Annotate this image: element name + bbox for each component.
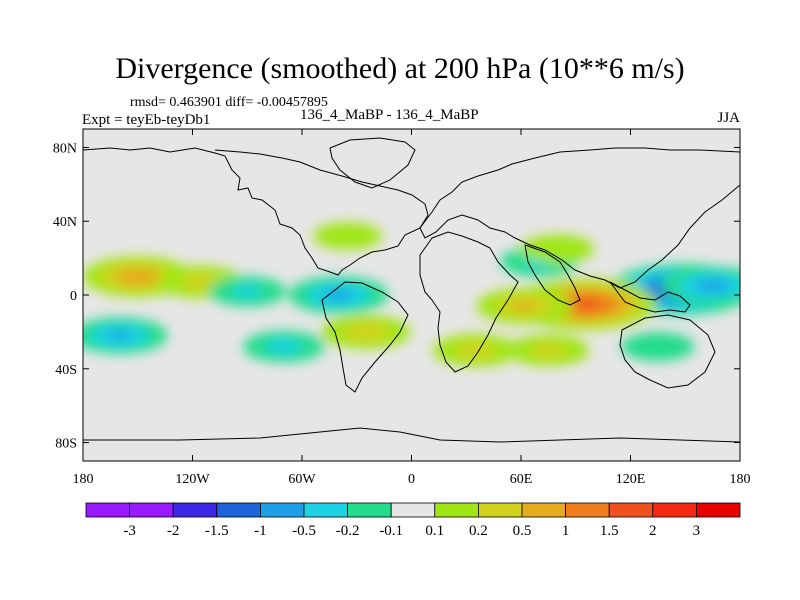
colorbar-label-1: -2 [167,523,180,539]
field-level-south-atlantic-divergence-2 [341,322,390,342]
x-tick-label-3: 0 [408,472,415,487]
colorbar-label-11: 1.5 [600,523,619,539]
field-level-west-pacific-convergence-2-3 [694,279,731,293]
colorbar-cell-9 [477,502,523,518]
field-level-southern-indian-divergence-2 [530,343,567,358]
colorbar-label-13: 3 [693,523,701,539]
field-level-north-asia-divergence-1 [527,237,588,261]
colorbar-label-5: -0.2 [336,523,360,539]
coastline-india [524,244,581,306]
coastline-antarctica [83,427,740,443]
field-level-pacific-convergence-band-2 [232,285,263,298]
colorbar-cell-14 [696,502,741,518]
coastline-north-america [83,147,429,276]
colorbar-cell-4 [259,502,305,518]
colorbar-label-2: -1.5 [205,523,229,539]
y-axis: 80N 40N 0 40S 80S [53,141,740,452]
x-tick-label-4: 60E [510,472,533,487]
colorbar-cell-5 [303,502,348,518]
colorbar-label-10: 1 [562,523,570,539]
coastline-africa [419,231,519,373]
y-tick-label-2: 0 [70,289,77,304]
coastline-southeast-asia [609,281,691,313]
colorbar-cell-13 [652,502,697,518]
colorbar-label-12: 2 [649,523,657,539]
colorbar-label-7: 0.1 [425,523,444,539]
colorbar-cell-11 [565,502,610,518]
field-level-indian-ocean-divergence-5 [570,299,599,310]
coastline-australia [619,314,716,389]
field-level-australia-convergence-1 [628,335,688,359]
coastlines [83,137,740,443]
field-level-atlantic-convergence-3 [323,289,354,301]
colorbar-label-8: 0.2 [469,523,488,539]
coastline-greenland [329,137,416,189]
y-tick-label-3: 40S [55,363,77,378]
divergence-field [83,222,740,367]
colorbar-cell-10 [521,502,566,518]
x-tick-label-1: 120W [175,472,210,487]
y-tick-label-0: 80N [53,141,77,156]
colorbar-cell-3 [216,502,261,518]
case-label: 136_4_MaBP - 136_4_MaBP [300,107,479,123]
coastline-eurasia [419,147,740,289]
experiment-label: Expt = teyEb-teyDb1 [82,112,211,128]
colorbar-cell-7 [390,502,436,518]
coastline-south-america [321,281,409,393]
field-level-southern-pacific-convergence-3 [107,331,132,341]
stats-text: rmsd= 0.463901 diff= -0.00457895 [130,95,328,110]
colorbar-label-6: -0.1 [379,523,403,539]
chart-title: Divergence (smoothed) at 200 hPa (10**6 … [115,52,685,85]
colorbar-cell-2 [172,502,218,518]
field-level-arabian-divergence-3 [512,301,537,311]
colorbar: -3 -2 -1.5 -1 -0.5 -0.2 -0.1 0.1 0.2 0.5 1 1.5 2 3 [85,502,741,539]
field-level-north-atlantic-divergence-1 [320,225,375,247]
colorbar-cell-0 [85,502,130,518]
field-level-east-pacific-divergence-3 [114,268,161,286]
x-tick-label-5: 120E [616,472,646,487]
colorbar-label-0: -3 [123,523,136,539]
season-label: JJA [717,110,740,126]
x-tick-label-2: 60W [288,472,316,487]
colorbar-label-9: 0.5 [513,523,532,539]
field-level-south-american-convergence-2 [265,339,303,354]
y-tick-label-4: 80S [55,437,77,452]
x-tick-label-6: 180 [730,472,751,487]
field-level-south-africa-divergence-2 [454,342,497,359]
colorbar-cell-8 [434,502,479,518]
y-tick-label-1: 40N [53,215,77,230]
colorbar-label-4: -0.5 [292,523,316,539]
x-axis: 180 120W 60W 0 60E 120E 180 [73,129,751,487]
colorbar-cell-6 [347,502,392,518]
colorbar-label-3: -1 [254,523,267,539]
map-area [83,129,740,461]
x-tick-label-0: 180 [73,472,94,487]
colorbar-cell-12 [608,502,654,518]
colorbar-cell-1 [129,502,174,518]
